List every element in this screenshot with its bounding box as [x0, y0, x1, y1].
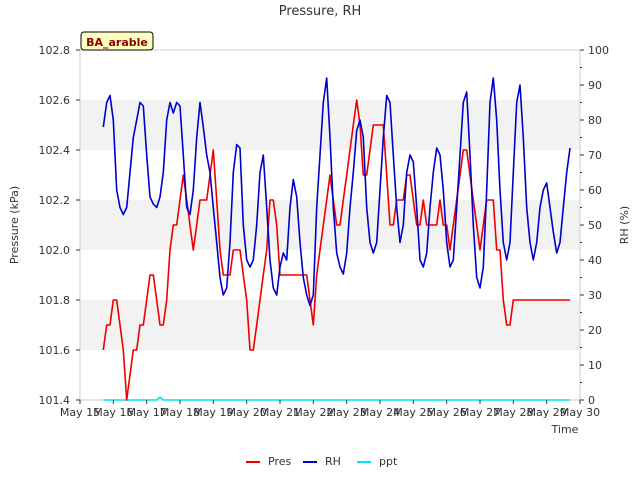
x-tick-label: May 28 — [493, 406, 533, 419]
grid-bands — [80, 100, 580, 350]
legend-label-ppt: ppt — [379, 455, 398, 468]
left-tick-label: 102.0 — [39, 244, 71, 257]
x-tick-label: May 20 — [227, 406, 267, 419]
x-tick-label: May 17 — [127, 406, 167, 419]
right-tick-label: 30 — [588, 289, 602, 302]
x-tick-label: May 16 — [93, 406, 133, 419]
left-axis-label: Pressure (kPa) — [8, 186, 21, 264]
left-tick-label: 102.8 — [39, 44, 71, 57]
x-tick-label: May 24 — [360, 406, 400, 419]
left-tick-label: 101.4 — [39, 394, 71, 407]
left-tick-label: 102.2 — [39, 194, 71, 207]
right-tick-label: 20 — [588, 324, 602, 337]
right-tick-label: 40 — [588, 254, 602, 267]
left-tick-label: 102.4 — [39, 144, 71, 157]
right-axis-ticks: 0 10 20 30 40 50 60 70 80 90 100 — [580, 44, 609, 407]
series-line-pres — [102, 99, 570, 401]
legend-label-rh: RH — [325, 455, 341, 468]
legend: Pres RH ppt — [246, 455, 398, 468]
left-tick-label: 101.8 — [39, 294, 71, 307]
right-tick-label: 90 — [588, 79, 602, 92]
x-tick-label: May 18 — [160, 406, 200, 419]
right-tick-label: 100 — [588, 44, 609, 57]
right-tick-label: 70 — [588, 149, 602, 162]
chart-title: Pressure, RH — [279, 4, 362, 19]
x-tick-label: May 27 — [460, 406, 500, 419]
left-tick-label: 102.6 — [39, 94, 71, 107]
right-tick-label: 80 — [588, 114, 602, 127]
left-axis-ticks: 101.4 101.6 101.8 102.0 102.2 102.4 102.6 102.8 — [39, 44, 80, 407]
station-label-text: BA_arable — [86, 36, 148, 49]
x-tick-label: May 26 — [427, 406, 467, 419]
x-tick-label: May 29 — [527, 406, 567, 419]
x-tick-label: May 30 — [560, 406, 600, 419]
station-label-box — [80, 31, 154, 51]
series-line-ppt — [103, 396, 570, 401]
x-tick-label: May 21 — [260, 406, 300, 419]
right-axis-label: RH (%) — [618, 206, 631, 244]
series-line-rh — [102, 77, 571, 307]
x-tick-label: May 19 — [193, 406, 233, 419]
right-tick-label: 10 — [588, 359, 602, 372]
station-label: BA_arable — [80, 31, 154, 51]
x-tick-label: May 15 — [60, 406, 100, 419]
x-tick-label: May 25 — [393, 406, 433, 419]
x-tick-label: May 22 — [293, 406, 333, 419]
legend-label-pres: Pres — [268, 455, 291, 468]
left-tick-label: 101.6 — [39, 344, 71, 357]
x-axis-label: Time — [551, 423, 579, 436]
right-tick-label: 60 — [588, 184, 602, 197]
grid-band-1 — [80, 200, 580, 250]
right-tick-label: 0 — [588, 394, 595, 407]
series-layer — [102, 77, 571, 401]
x-tick-label: May 23 — [327, 406, 367, 419]
right-tick-label: 50 — [588, 219, 602, 232]
